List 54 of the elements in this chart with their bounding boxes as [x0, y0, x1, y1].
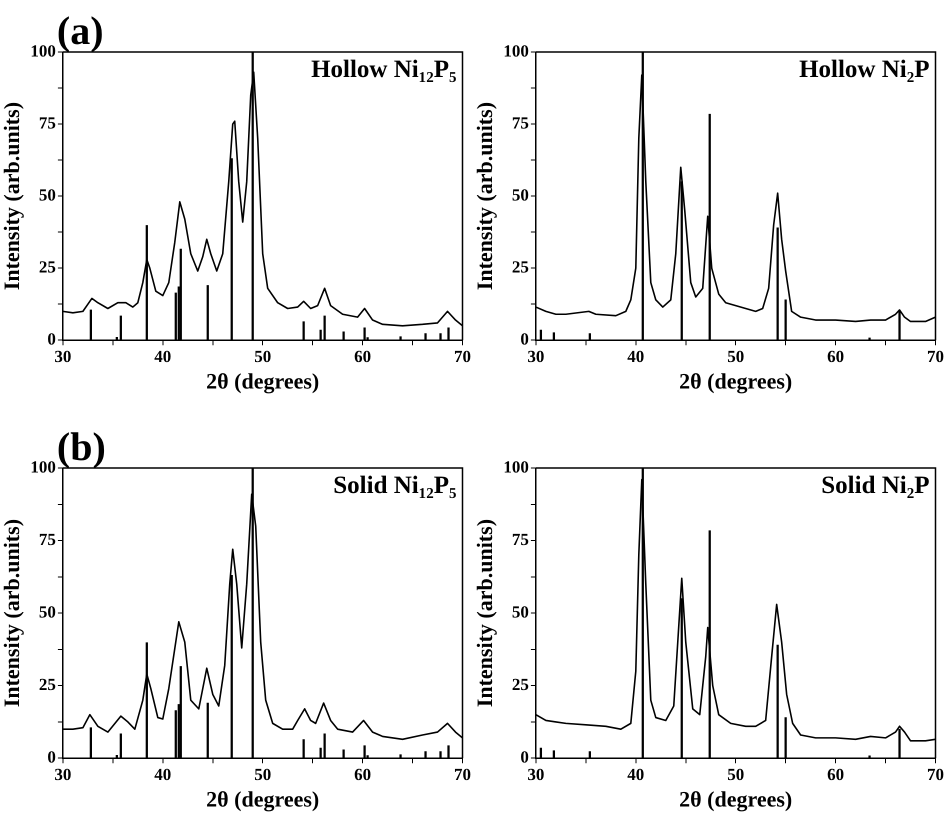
x-tick-label: 40	[154, 346, 172, 366]
y-tick-label: 100	[503, 457, 529, 476]
x-tick-label: 30	[527, 346, 544, 366]
y-axis-title: Intensity (arb.units)	[472, 518, 497, 708]
y-tick-label: 50	[512, 185, 529, 204]
x-tick-label: 50	[254, 764, 272, 784]
y-tick-label: 75	[512, 113, 529, 132]
x-axis-title: 2θ (degrees)	[679, 368, 792, 394]
chart-title: Hollow Ni₂P	[799, 56, 930, 83]
y-tick-label: 100	[30, 41, 56, 60]
y-tick-label: 25	[38, 258, 56, 277]
chart-title: Hollow Ni₁₂P₅	[311, 56, 456, 83]
chart-title: Solid Ni₁₂P₅	[333, 472, 456, 499]
x-tick-label: 30	[527, 764, 544, 784]
y-tick-label: 75	[38, 530, 56, 549]
x-tick-label: 50	[254, 346, 272, 366]
y-axis-title: Intensity (arb.units)	[472, 102, 497, 290]
x-tick-label: 60	[827, 346, 844, 366]
x-tick-label: 70	[927, 346, 944, 366]
y-tick-label: 25	[512, 258, 529, 277]
y-tick-label: 50	[38, 185, 56, 204]
y-tick-label: 0	[520, 330, 529, 349]
y-tick-label: 0	[47, 748, 56, 767]
chart-title: Solid Ni₂P	[821, 472, 930, 499]
x-tick-label: 30	[54, 346, 72, 366]
x-tick-label: 60	[354, 346, 372, 366]
x-tick-label: 30	[54, 764, 72, 784]
x-tick-label: 40	[627, 346, 644, 366]
y-tick-label: 0	[47, 330, 56, 349]
x-tick-label: 70	[454, 346, 471, 366]
x-tick-label: 40	[627, 764, 644, 784]
y-tick-label: 100	[30, 457, 56, 476]
x-axis-title: 2θ (degrees)	[206, 786, 320, 812]
annotation: (b)	[56, 424, 106, 469]
annotation: (a)	[56, 8, 104, 53]
x-axis-title: 2θ (degrees)	[679, 786, 792, 812]
y-axis-title: Intensity (arb.units)	[0, 102, 24, 290]
y-tick-label: 25	[512, 675, 529, 694]
x-tick-label: 50	[727, 346, 744, 366]
x-tick-label: 60	[354, 764, 372, 784]
y-axis-title: Intensity (arb.units)	[0, 518, 24, 708]
y-tick-label: 75	[512, 530, 529, 549]
y-tick-label: 0	[520, 748, 529, 767]
x-tick-label: 60	[827, 764, 844, 784]
x-tick-label: 40	[154, 764, 172, 784]
x-tick-label: 70	[927, 764, 944, 784]
x-tick-label: 70	[454, 764, 471, 784]
y-tick-label: 100	[503, 41, 529, 60]
y-tick-label: 50	[512, 602, 529, 622]
y-tick-label: 25	[38, 675, 56, 694]
y-tick-label: 75	[38, 113, 56, 132]
x-tick-label: 50	[727, 764, 744, 784]
y-tick-label: 50	[38, 602, 56, 622]
x-axis-title: 2θ (degrees)	[206, 368, 320, 394]
